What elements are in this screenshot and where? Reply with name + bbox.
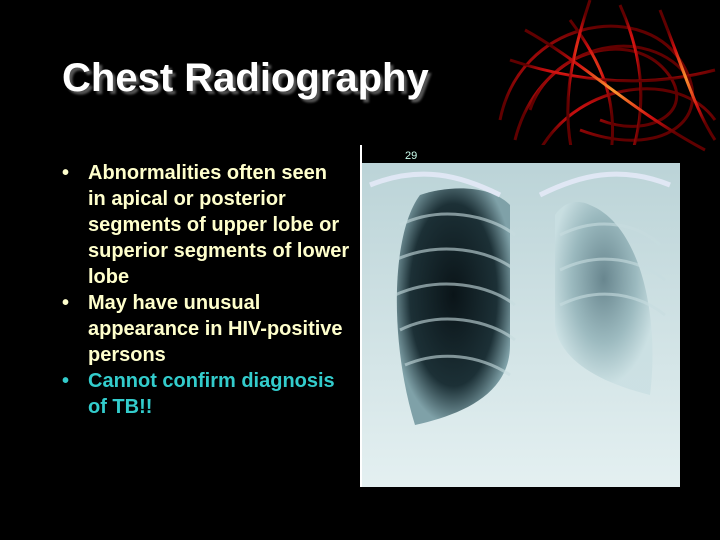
chest-xray: 29 (360, 145, 680, 487)
decorative-swirl (498, 0, 717, 166)
bullet: May have unusual appearance in HIV-posit… (60, 290, 350, 368)
bullet: Cannot confirm diagnosis of TB!! (60, 368, 350, 420)
xray-label: 29 (405, 150, 417, 162)
bullet: Abnormalities often seen in apical or po… (60, 160, 350, 290)
slide-title: Chest Radiography (62, 56, 429, 100)
bullet-list: Abnormalities often seen in apical or po… (60, 160, 350, 420)
